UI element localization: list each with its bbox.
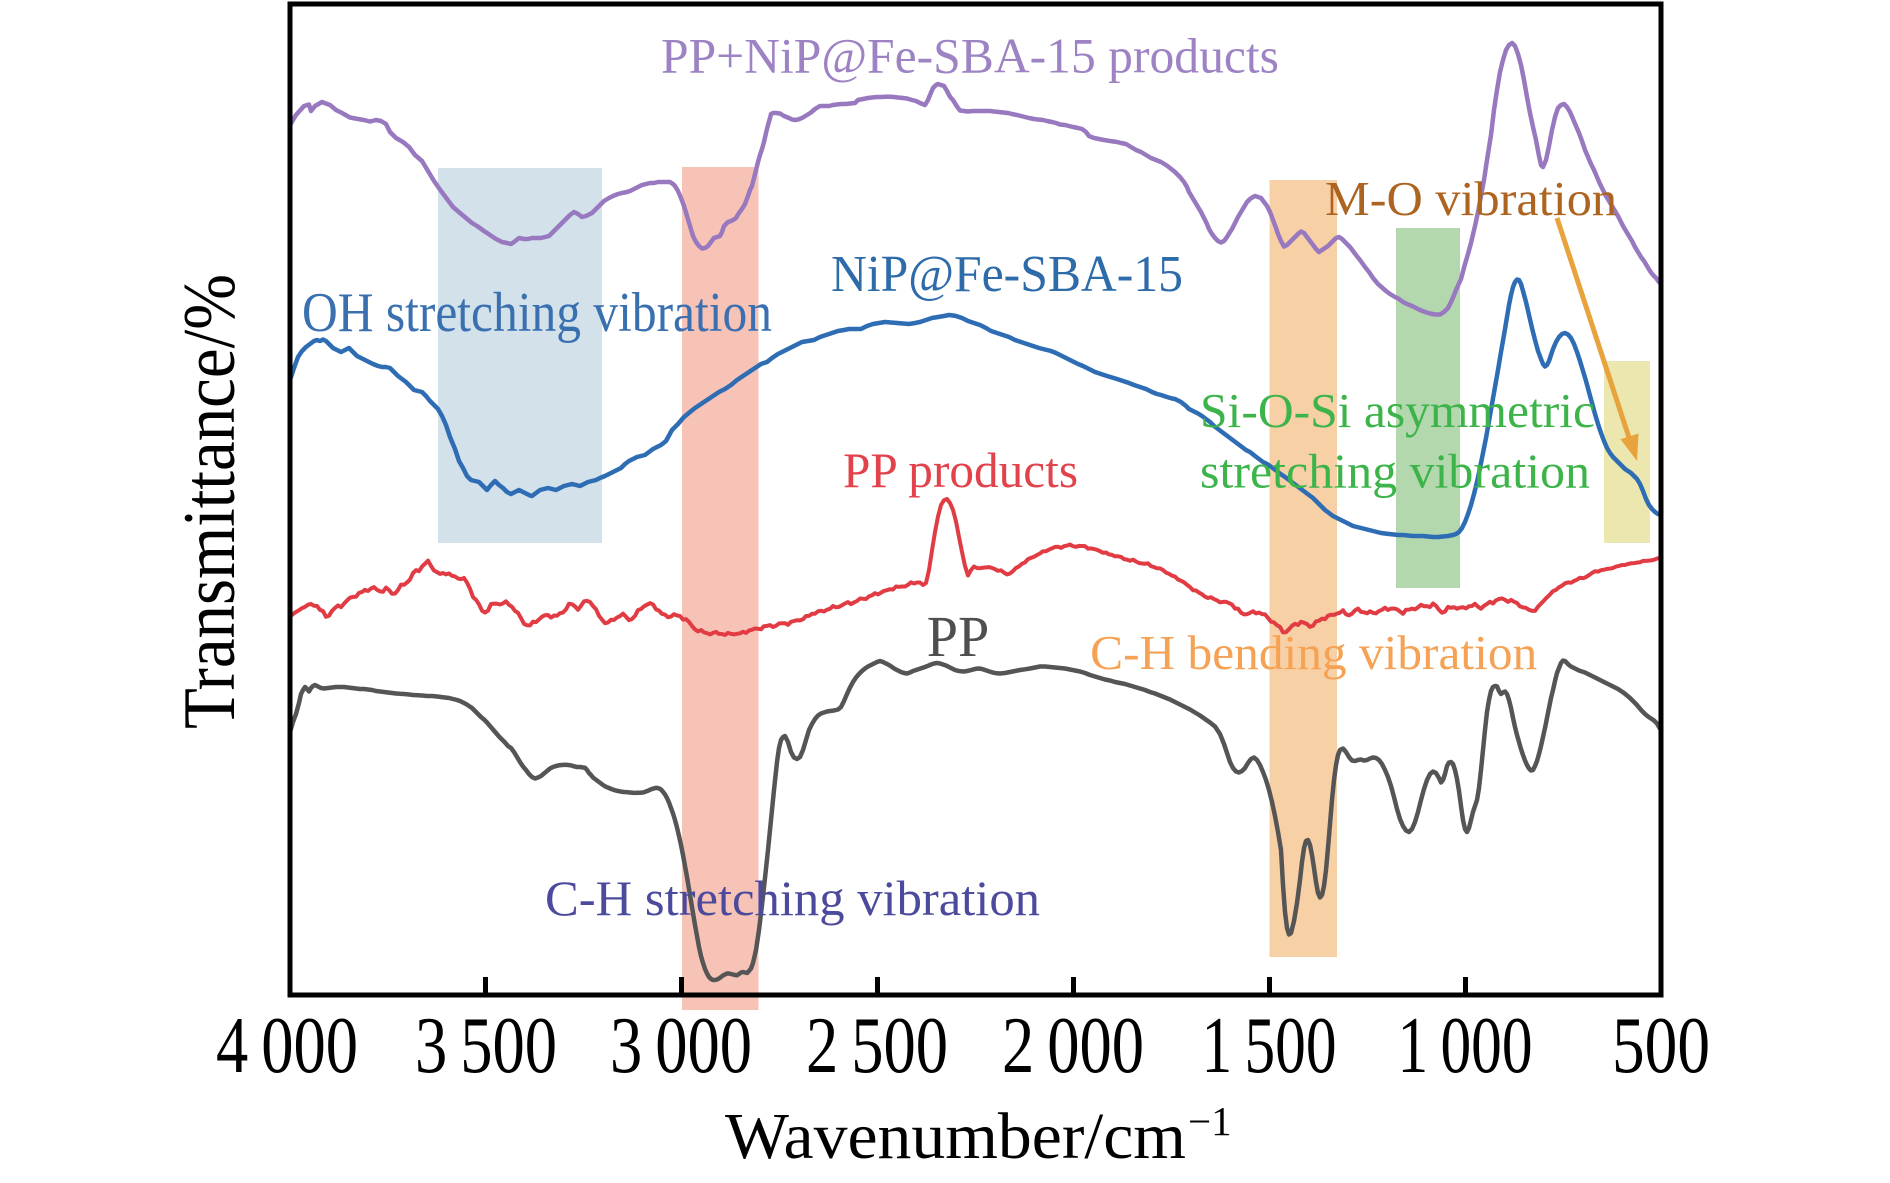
svg-text:1 000: 1 000 [1398,1002,1533,1090]
svg-text:2 500: 2 500 [806,1002,948,1090]
svg-text:−1: −1 [1188,1098,1232,1144]
svg-text:M-O vibration: M-O vibration [1325,171,1617,226]
svg-text:PP products: PP products [843,442,1078,498]
svg-text:C-H bending vibration: C-H bending vibration [1090,625,1537,680]
svg-text:PP+NiP@Fe-SBA-15 products: PP+NiP@Fe-SBA-15 products [661,28,1279,84]
svg-text:3 000: 3 000 [610,1002,752,1090]
svg-text:PP: PP [927,604,990,669]
svg-text:C-H stretching vibration: C-H stretching vibration [545,870,1040,926]
svg-text:500: 500 [1612,1002,1710,1090]
svg-text:2 000: 2 000 [1002,1002,1144,1090]
svg-text:Transmittance/%: Transmittance/% [169,274,251,729]
svg-text:stretching vibration: stretching vibration [1200,444,1590,499]
svg-text:1 500: 1 500 [1202,1002,1337,1090]
svg-text:4 000: 4 000 [216,1002,358,1090]
svg-text:OH stretching vibration: OH stretching vibration [302,282,772,344]
svg-text:Si-O-Si asymmetric: Si-O-Si asymmetric [1200,383,1595,438]
svg-text:3 500: 3 500 [415,1002,557,1090]
svg-text:Wavenumber/cm: Wavenumber/cm [725,1100,1186,1173]
svg-text:NiP@Fe-SBA-15: NiP@Fe-SBA-15 [831,246,1183,303]
